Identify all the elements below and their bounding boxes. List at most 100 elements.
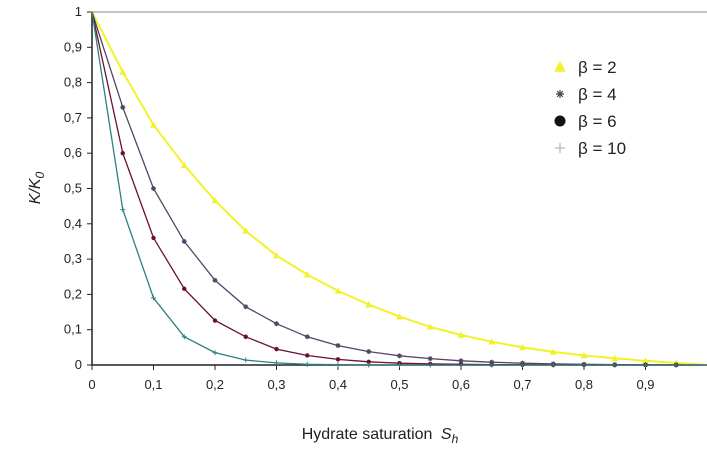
- y-tick-label: 0,6: [64, 145, 82, 160]
- series-1: [91, 11, 707, 366]
- y-tick-label: 0,7: [64, 110, 82, 125]
- x-tick-label: 0,6: [452, 377, 470, 392]
- x-tick-label: 0: [88, 377, 95, 392]
- data-point: [119, 68, 127, 75]
- x-tick-label: 0,8: [575, 377, 593, 392]
- data-point: [457, 331, 465, 338]
- data-point: [304, 334, 310, 340]
- legend-item: β = 6: [554, 112, 617, 131]
- legend-label: β = 10: [578, 139, 626, 158]
- x-axis-title: Hydrate saturation Sh: [302, 426, 459, 446]
- legend-label: β = 6: [578, 112, 617, 131]
- y-tick-label: 0,3: [64, 251, 82, 266]
- data-point: [243, 304, 249, 310]
- data-point: [243, 334, 248, 339]
- data-point: [366, 362, 372, 368]
- data-point: [151, 186, 156, 191]
- x-axis-title-text: Hydrate saturation: [302, 426, 433, 443]
- y-axis-title: K/K0: [27, 171, 47, 204]
- data-point: [335, 357, 341, 362]
- y-tick-label: 0,9: [64, 39, 82, 54]
- data-point: [427, 362, 433, 368]
- legend: β = 2 β = 4 β = 6 β = 10: [554, 58, 626, 158]
- x-axis-title-sub: h: [452, 432, 459, 446]
- data-point: [611, 354, 619, 362]
- data-point: [211, 197, 219, 204]
- x-tick-label: 0,3: [267, 377, 285, 392]
- y-tick-label: 0,2: [64, 286, 82, 301]
- data-point: [242, 227, 250, 234]
- data-point: [612, 362, 618, 368]
- data-point: [366, 359, 371, 365]
- series-4: [91, 11, 707, 368]
- x-tick-label: 0,1: [144, 377, 162, 392]
- data-point: [305, 353, 310, 358]
- data-point: [550, 362, 556, 368]
- legend-label: β = 2: [578, 58, 617, 77]
- data-point: [212, 350, 218, 356]
- data-point: [673, 362, 679, 368]
- data-point: [335, 343, 341, 349]
- data-point: [458, 362, 464, 368]
- x-axis-ticks: 0 0,1 0,2 0,3 0,4 0,5 0,6 0,7 0,8 0,9: [88, 365, 655, 392]
- data-point: [396, 313, 403, 320]
- data-point: [642, 357, 649, 364]
- data-point: [274, 321, 279, 327]
- data-point: [181, 334, 187, 340]
- data-point: [212, 318, 218, 323]
- legend-label: β = 4: [578, 85, 617, 104]
- data-point: [426, 323, 434, 330]
- x-tick-label: 0,2: [206, 377, 224, 392]
- y-axis-title-sub: 0: [33, 171, 47, 178]
- y-tick-label: 0,5: [64, 181, 82, 196]
- x-tick-label: 0,9: [636, 377, 654, 392]
- y-tick-label: 0: [75, 357, 82, 372]
- data-point: [554, 115, 566, 127]
- y-tick-label: 0,4: [64, 216, 82, 231]
- y-tick-label: 0,8: [64, 75, 82, 90]
- data-point: [520, 362, 525, 368]
- data-point: [120, 104, 126, 110]
- x-axis-title-var: S: [441, 426, 452, 443]
- data-point: [151, 235, 156, 241]
- data-point: [274, 360, 279, 366]
- legend-item: β = 2: [554, 58, 617, 77]
- data-point: [365, 301, 373, 308]
- data-point: [519, 343, 526, 351]
- y-tick-label: 0,1: [64, 322, 82, 337]
- data-point: [150, 121, 157, 128]
- legend-item: β = 4: [556, 85, 617, 104]
- data-point: [120, 207, 126, 213]
- legend-item: β = 10: [555, 139, 626, 158]
- data-point: [273, 252, 280, 259]
- data-point: [581, 362, 587, 368]
- data-point: [151, 295, 156, 301]
- y-axis-ticks: 0 0,1 0,2 0,3 0,4 0,5 0,6 0,7 0,8 0,9 1: [64, 4, 92, 372]
- data-point: [643, 362, 648, 368]
- data-point: [397, 353, 402, 359]
- data-point: [181, 238, 187, 244]
- data-point: [580, 351, 588, 359]
- data-point: [304, 361, 310, 367]
- data-point: [489, 362, 495, 368]
- data-point: [366, 349, 372, 355]
- series-layer: [91, 11, 707, 368]
- data-point: [488, 338, 496, 345]
- data-point: [427, 356, 433, 362]
- data-point: [397, 362, 402, 368]
- data-point: [549, 348, 557, 355]
- data-point: [182, 286, 187, 291]
- data-point: [556, 90, 564, 98]
- x-tick-label: 0,7: [513, 377, 531, 392]
- x-tick-label: 0,5: [390, 377, 408, 392]
- data-point: [243, 357, 249, 363]
- data-point: [335, 362, 341, 368]
- y-axis-title-text: K/K: [27, 177, 44, 204]
- data-point: [334, 287, 342, 294]
- data-point: [555, 143, 565, 153]
- data-point: [554, 61, 566, 72]
- data-point: [180, 161, 188, 169]
- data-point: [120, 151, 125, 156]
- data-point: [303, 271, 311, 278]
